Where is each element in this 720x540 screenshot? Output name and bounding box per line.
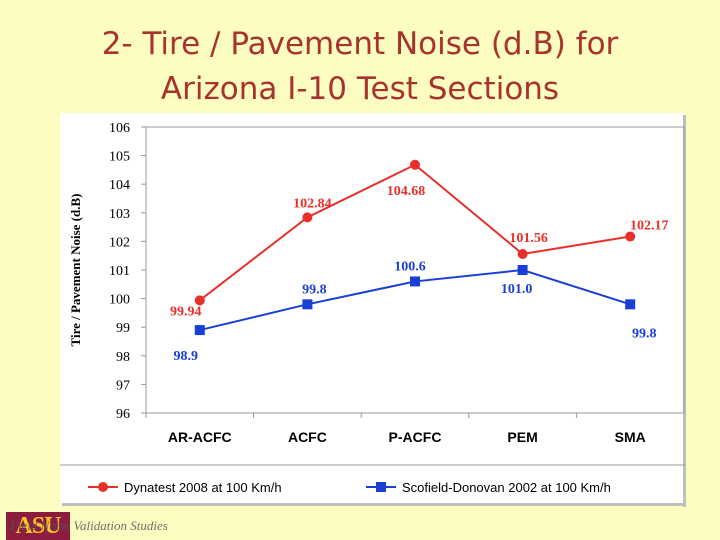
y-tick-label: 96 bbox=[116, 407, 130, 422]
chart-panel bbox=[60, 113, 685, 505]
slide-title-line-1: 2- Tire / Pavement Noise (d.B) for bbox=[101, 26, 619, 62]
x-tick-label: AR-ACFC bbox=[168, 429, 232, 445]
slide-title: 2- Tire / Pavement Noise (d.B) for Arizo… bbox=[0, 22, 720, 112]
series-group: 99.94 102.84 104.68 101.56 102.17 98.9 99.8 100… bbox=[170, 159, 669, 364]
x-tick-label: SMA bbox=[615, 429, 646, 445]
series-0-point bbox=[625, 231, 636, 242]
series-0-point bbox=[194, 295, 205, 306]
legend-marker-0 bbox=[98, 482, 108, 492]
series-0-point bbox=[410, 159, 420, 170]
y-tick-label: 101 bbox=[109, 264, 130, 279]
legend-marker-1 bbox=[376, 482, 386, 492]
series-0-point bbox=[302, 212, 313, 223]
x-axis: AR-ACFC ACFC P-ACFC PEM SMA bbox=[145, 413, 646, 445]
series-0-data-label: 102.17 bbox=[630, 219, 669, 234]
y-tick-label: 104 bbox=[109, 178, 130, 193]
series-1-point bbox=[517, 265, 528, 275]
series-1-data-label: 101.0 bbox=[501, 282, 533, 297]
series-0-data-label: 102.84 bbox=[293, 196, 332, 211]
series-0-data-label: 101.56 bbox=[509, 231, 548, 246]
series-1-data-label: 100.6 bbox=[394, 259, 426, 274]
footer-text: Field Noise Validation Studies bbox=[10, 518, 168, 533]
series-1-point bbox=[410, 276, 420, 287]
series-1-point bbox=[302, 299, 313, 310]
x-tick-label: PEM bbox=[507, 429, 537, 445]
x-tick-label: P-ACFC bbox=[389, 429, 442, 445]
legend-label-1: Scofield-Donovan 2002 at 100 Km/h bbox=[402, 480, 611, 495]
y-tick-label: 99 bbox=[116, 321, 130, 336]
y-tick-label: 98 bbox=[116, 350, 130, 365]
chart-panel-shadow-bottom bbox=[62, 503, 686, 506]
series-0-data-label: 99.94 bbox=[170, 304, 202, 319]
legend: Dynatest 2008 at 100 Km/h Scofield-Donova… bbox=[88, 480, 611, 495]
series-1-data-label: 98.9 bbox=[174, 349, 199, 364]
y-tick-label: 105 bbox=[109, 150, 130, 165]
y-tick-label: 100 bbox=[109, 293, 130, 308]
footer: ASU Field Noise Validation Studies bbox=[4, 506, 264, 540]
series-0-point bbox=[517, 248, 528, 259]
y-tick-label: 103 bbox=[109, 207, 130, 222]
legend-label-0: Dynatest 2008 at 100 Km/h bbox=[124, 480, 282, 495]
series-1-data-label: 99.8 bbox=[632, 326, 657, 341]
series-1-data-label: 99.8 bbox=[302, 282, 327, 297]
y-tick-label: 102 bbox=[109, 235, 130, 250]
asu-logo: ASU bbox=[6, 512, 70, 540]
y-tick-label: 97 bbox=[116, 378, 130, 393]
y-tick-label: 106 bbox=[109, 121, 130, 136]
series-1-point bbox=[194, 325, 205, 336]
x-tick-label: ACFC bbox=[288, 429, 327, 445]
series-1-point bbox=[625, 299, 636, 310]
y-axis: 96 97 98 99 100 101 102 103 104 105 106 bbox=[109, 121, 146, 422]
series-0-data-label: 104.68 bbox=[387, 184, 426, 199]
slide-title-line-2: Arizona I-10 Test Sections bbox=[160, 71, 560, 107]
y-axis-label: Tire / Pavement Noise (d.B) bbox=[68, 194, 83, 347]
